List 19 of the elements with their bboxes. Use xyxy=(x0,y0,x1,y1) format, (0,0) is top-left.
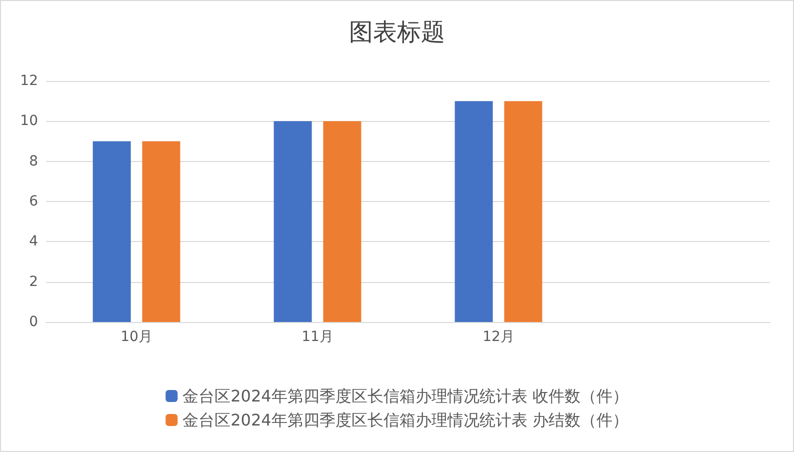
y-tick-label: 8 xyxy=(29,153,38,170)
bar xyxy=(504,101,542,322)
bar xyxy=(274,121,312,322)
legend-label: 金台区2024年第四季度区长信箱办理情况统计表 收件数（件） xyxy=(182,386,628,406)
bar xyxy=(92,141,131,322)
bar xyxy=(142,141,180,322)
bar xyxy=(454,101,493,322)
y-tick-label: 12 xyxy=(20,73,38,89)
y-tick-label: 6 xyxy=(29,194,38,210)
x-tick-label: 12月 xyxy=(482,329,514,345)
bar xyxy=(323,121,362,322)
y-tick-label: 2 xyxy=(29,274,38,290)
legend-label: 金台区2024年第四季度区长信箱办理情况统计表 办结数（件） xyxy=(182,410,628,430)
y-tick-label: 10 xyxy=(20,113,38,130)
chart-title: 图表标题 xyxy=(349,18,445,46)
y-tick-label: 0 xyxy=(29,314,38,330)
y-tick-label: 4 xyxy=(29,234,38,250)
x-tick-label: 10月 xyxy=(120,329,152,345)
x-tick-label: 11月 xyxy=(302,329,334,345)
